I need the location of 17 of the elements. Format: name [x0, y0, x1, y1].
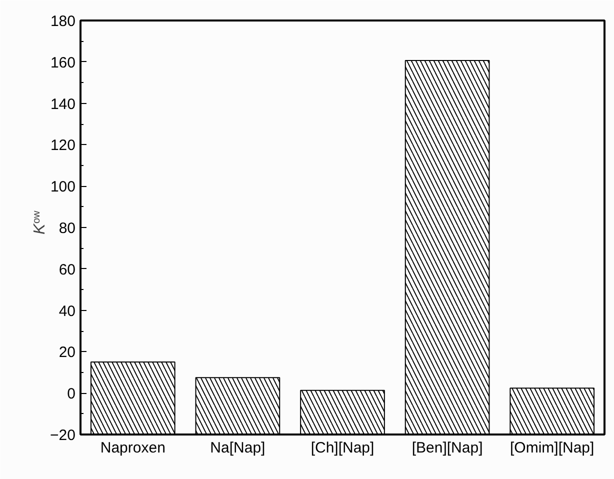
y-tick-label: 160 [50, 54, 76, 72]
x-tick-label: [Omim][Nap] [510, 440, 594, 456]
x-tick-label: [Ben][Nap] [412, 440, 483, 456]
y-tick-label: 20 [58, 344, 76, 362]
y-tick-label: 180 [50, 13, 76, 30]
y-tick-label: 40 [58, 302, 76, 320]
y-tick-label: 120 [50, 137, 76, 154]
y-tick-label: −20 [50, 427, 76, 444]
x-tick-label: [Ch][Nap] [310, 440, 374, 456]
x-tick-label: Na[Nap] [210, 440, 266, 456]
y-axis-title: Kow [32, 210, 48, 234]
y-tick-label: 80 [58, 220, 76, 237]
y-tick-label: 100 [50, 178, 76, 196]
y-tick-label: 60 [58, 261, 76, 278]
y-tick-label: 140 [50, 96, 76, 113]
x-tick-label: Naproxen [100, 440, 166, 456]
y-tick-label: 0 [67, 386, 76, 403]
